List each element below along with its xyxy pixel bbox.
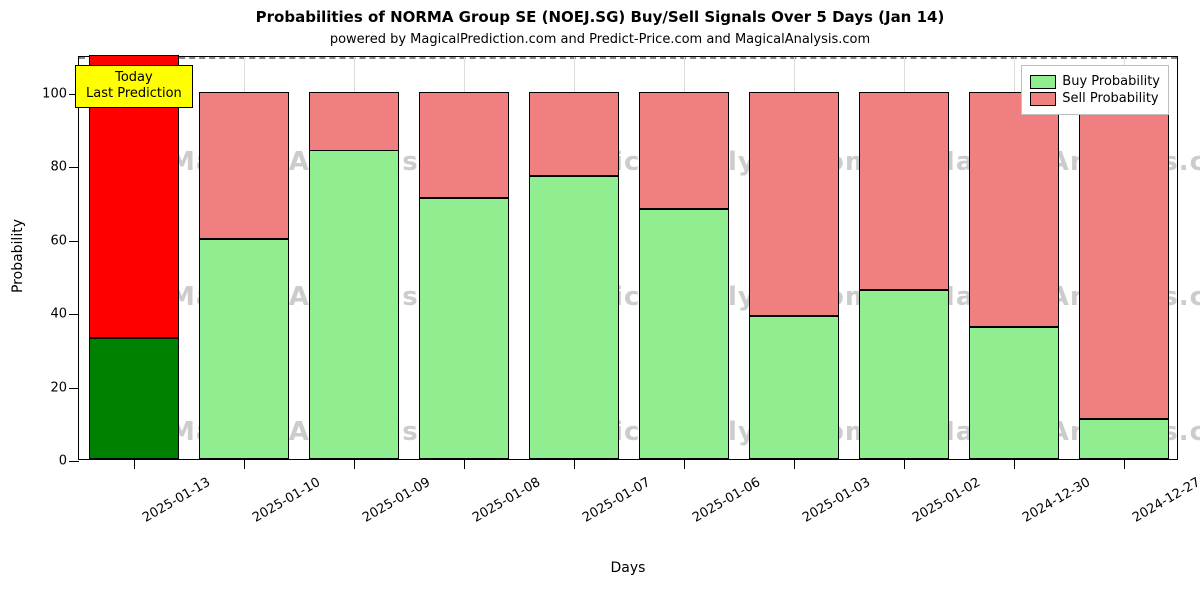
bar-sell — [969, 92, 1059, 327]
x-tick — [1014, 459, 1015, 469]
x-tick — [244, 459, 245, 469]
bar-sell — [529, 92, 619, 176]
bar-sell — [639, 92, 729, 210]
chart-container: Probabilities of NORMA Group SE (NOEJ.SG… — [0, 0, 1200, 600]
y-tick — [69, 241, 79, 242]
x-tick-label: 2025-01-03 — [800, 475, 873, 526]
bar-group — [419, 55, 509, 459]
x-tick-label: 2024-12-27 — [1130, 475, 1200, 526]
bar-buy — [419, 198, 509, 459]
bar-group — [309, 55, 399, 459]
y-tick — [69, 461, 79, 462]
chart-subtitle: powered by MagicalPrediction.com and Pre… — [0, 32, 1200, 47]
bar-group — [749, 55, 839, 459]
bar-buy — [89, 338, 179, 459]
y-tick-label: 80 — [50, 160, 67, 175]
bar-group — [859, 55, 949, 459]
annotation-line: Last Prediction — [86, 86, 182, 102]
bar-sell — [199, 92, 289, 239]
bar-buy — [529, 176, 619, 459]
x-tick-label: 2025-01-10 — [250, 475, 323, 526]
bar-sell — [1079, 92, 1169, 419]
bar-buy — [639, 209, 729, 459]
x-axis-label: Days — [78, 560, 1178, 576]
bar-sell — [859, 92, 949, 290]
x-tick — [464, 459, 465, 469]
legend-item: Buy Probability — [1030, 74, 1160, 89]
y-tick-label: 20 — [50, 380, 67, 395]
bar-sell — [419, 92, 509, 199]
legend: Buy Probability Sell Probability — [1021, 65, 1169, 115]
x-tick-label: 2024-12-30 — [1020, 475, 1093, 526]
x-tick — [354, 459, 355, 469]
y-tick-label: 60 — [50, 233, 67, 248]
legend-swatch — [1030, 75, 1056, 89]
bar-sell — [749, 92, 839, 316]
x-tick — [134, 459, 135, 469]
annotation-line: Today — [86, 70, 182, 86]
x-tick — [904, 459, 905, 469]
legend-label: Sell Probability — [1062, 91, 1158, 106]
bar-buy — [199, 239, 289, 459]
y-tick-label: 0 — [59, 454, 67, 469]
y-tick-label: 40 — [50, 307, 67, 322]
chart-title: Probabilities of NORMA Group SE (NOEJ.SG… — [0, 8, 1200, 26]
y-tick — [69, 388, 79, 389]
x-tick — [684, 459, 685, 469]
legend-swatch — [1030, 92, 1056, 106]
x-tick — [794, 459, 795, 469]
x-tick — [1124, 459, 1125, 469]
bar-buy — [749, 316, 839, 459]
y-tick — [69, 167, 79, 168]
y-tick — [69, 314, 79, 315]
legend-item: Sell Probability — [1030, 91, 1160, 106]
x-tick-label: 2025-01-09 — [360, 475, 433, 526]
bar-buy — [859, 290, 949, 459]
x-tick-label: 2025-01-07 — [580, 475, 653, 526]
bar-buy — [1079, 419, 1169, 459]
legend-label: Buy Probability — [1062, 74, 1160, 89]
bar-group — [199, 55, 289, 459]
bar-group — [1079, 55, 1169, 459]
y-axis-label: Probability — [10, 196, 26, 316]
x-tick-label: 2025-01-06 — [690, 475, 763, 526]
x-tick-label: 2025-01-08 — [470, 475, 543, 526]
bar-group — [89, 55, 179, 459]
plot-area: MagicalAnalysis.comMagicalAnalysis.comMa… — [78, 56, 1178, 460]
bar-group — [969, 55, 1059, 459]
bar-sell — [309, 92, 399, 151]
bar-buy — [969, 327, 1059, 459]
bar-group — [639, 55, 729, 459]
bar-buy — [309, 150, 399, 459]
bar-group — [529, 55, 619, 459]
x-tick-label: 2025-01-02 — [910, 475, 983, 526]
today-annotation: TodayLast Prediction — [75, 65, 193, 108]
y-tick-label: 100 — [42, 86, 67, 101]
x-tick — [574, 459, 575, 469]
x-tick-label: 2025-01-13 — [140, 475, 213, 526]
